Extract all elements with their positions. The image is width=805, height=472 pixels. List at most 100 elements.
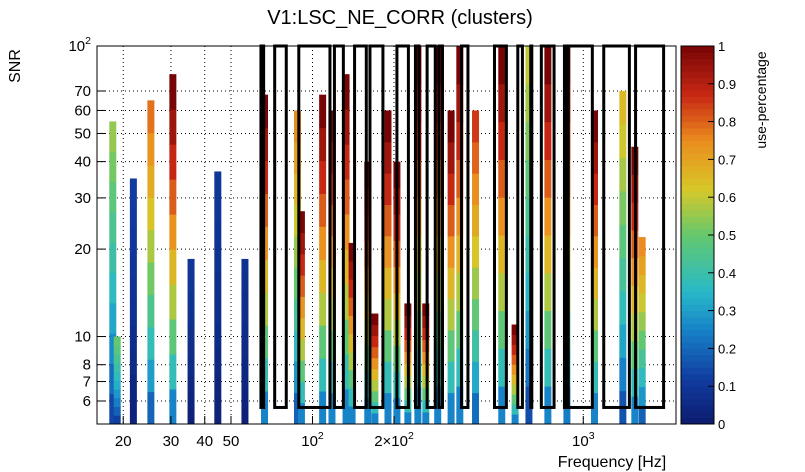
heatmap-cell: [511, 344, 519, 355]
heatmap-column: [590, 110, 598, 425]
heatmap-column: [348, 242, 356, 425]
heatmap-cell: [342, 144, 350, 180]
heatmap-cell: [147, 262, 155, 296]
plot-frame: [96, 45, 677, 425]
heatmap-cell: [590, 110, 598, 143]
heatmap-cell: [525, 159, 533, 198]
colorbar-cell: [681, 197, 714, 204]
y-tick-label: 60: [74, 102, 91, 119]
y-tick-label: 102: [68, 35, 91, 55]
colorbar-tick-label: 0.8: [718, 115, 736, 130]
heatmap-cell: [498, 46, 506, 85]
heatmap-cell: [129, 276, 137, 302]
heatmap-column: [638, 237, 646, 425]
colorbar-cell: [681, 266, 714, 274]
heatmap-cell: [590, 173, 598, 206]
heatmap-cell: [109, 363, 117, 395]
heatmap-cell: [342, 284, 350, 320]
heatmap-cell: [384, 361, 392, 394]
colorbar-cell: [681, 329, 714, 337]
band-outline: [259, 44, 266, 409]
heatmap-cell: [384, 267, 392, 300]
heatmap-cell: [498, 83, 506, 123]
heatmap-cell: [187, 357, 195, 375]
colorbar: [681, 46, 714, 425]
heatmap-cell: [498, 310, 506, 349]
heatmap-cell: [169, 249, 177, 285]
heatmap-cell: [169, 144, 177, 180]
colorbar-cell: [681, 159, 714, 167]
heatmap-cell: [187, 258, 195, 276]
colorbar-cell: [681, 323, 714, 330]
colorbar-cell: [681, 222, 714, 230]
heatmap-cell: [113, 397, 121, 408]
heatmap-cell: [456, 83, 464, 123]
heatmap-cell: [511, 334, 519, 345]
heatmap-cell: [619, 157, 627, 192]
heatmap-cell: [638, 386, 646, 406]
heatmap-cell: [525, 121, 533, 160]
heatmap-cell: [319, 325, 327, 359]
heatmap-cell: [619, 224, 627, 259]
heatmap-cell: [328, 361, 336, 394]
heatmap-cell: [241, 324, 249, 342]
colorbar-tick-label: 0.6: [718, 190, 736, 205]
x-tick-label: 40: [196, 433, 213, 450]
heatmap-cell: [297, 211, 305, 233]
heatmap-cell: [169, 354, 177, 390]
heatmap-cell: [619, 91, 627, 125]
heatmap-cell: [472, 392, 480, 425]
heatmap-cell: [147, 229, 155, 263]
heatmap-cell: [342, 249, 350, 285]
heatmap-cell: [447, 141, 455, 174]
colorbar-cell: [681, 228, 714, 236]
heatmap-cell: [511, 384, 519, 395]
heatmap-cell: [328, 173, 336, 206]
colorbar-ticks: 0 0.1 0.2 0.3 0.4 0.5 0.6 0.7 0.8 0.9 1: [708, 39, 736, 432]
colorbar-cell: [681, 46, 714, 53]
heatmap-cell: [147, 391, 155, 425]
heatmap-cell: [525, 310, 533, 349]
heatmap-cell: [319, 127, 327, 162]
heatmap-cell: [147, 132, 155, 166]
heatmap-column: [241, 258, 249, 425]
y-axis-ticks: 6 78 10 20 30 40 50 60 70 102: [68, 35, 105, 410]
heatmap-cell: [638, 405, 646, 425]
heatmap-cell: [297, 232, 305, 255]
heatmap-cell: [472, 204, 480, 237]
y-axis-label: SNR: [7, 49, 24, 83]
heatmap-cell: [525, 348, 533, 387]
heatmap-cell: [328, 110, 336, 143]
heatmap-cell: [619, 290, 627, 325]
heatmap-cell: [297, 381, 305, 404]
heatmap-cell: [638, 367, 646, 388]
heatmap-cell: [619, 124, 627, 159]
heatmap-cell: [447, 204, 455, 237]
heatmap-cell: [129, 325, 137, 351]
heatmap-cell: [472, 235, 480, 268]
colorbar-tick-label: 0.4: [718, 266, 736, 281]
heatmap-cell: [342, 74, 350, 110]
y-tick-label: 50: [74, 125, 91, 142]
heatmap-cell: [371, 357, 379, 370]
heatmap-cell: [384, 298, 392, 331]
heatmap-cell: [147, 197, 155, 231]
heatmap-cell: [214, 373, 222, 400]
y-tick-label: 10: [74, 329, 91, 346]
colorbar-cell: [681, 58, 714, 66]
colorbar-tick-label: 0.5: [718, 228, 736, 243]
heatmap-cell: [447, 329, 455, 362]
heatmap-cell: [109, 272, 117, 304]
heatmap-cell: [384, 392, 392, 425]
heatmap-cell: [328, 298, 336, 331]
colorbar-tick-label: 0.3: [718, 304, 736, 319]
colorbar-cell: [681, 172, 714, 179]
heatmap-cell: [511, 394, 519, 405]
heatmap-cell: [319, 160, 327, 194]
heatmap-cell: [525, 83, 533, 123]
heatmap-column: [113, 336, 121, 425]
colorbar-cell: [681, 216, 714, 223]
heatmap-cell: [214, 196, 222, 223]
colorbar-cell: [681, 348, 714, 356]
colorbar-cell: [681, 71, 714, 78]
